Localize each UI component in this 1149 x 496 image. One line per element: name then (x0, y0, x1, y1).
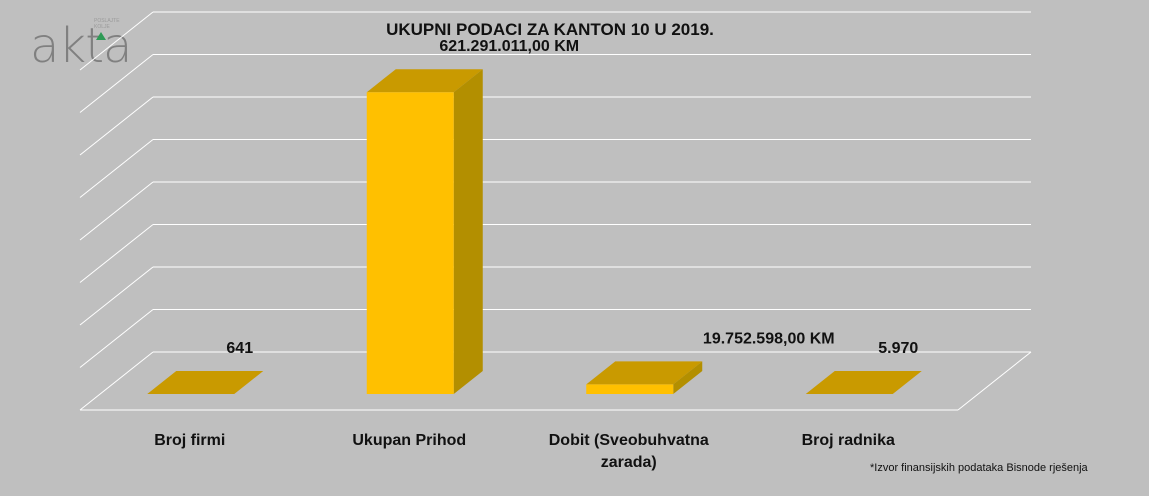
bar-front-face (586, 384, 674, 394)
gridline-side (79, 11, 154, 71)
gridline-side (79, 96, 154, 156)
logo-triangle-icon (96, 32, 106, 40)
logo-text: akta (30, 18, 132, 74)
chart-bars (147, 69, 922, 395)
bar-3 (586, 361, 703, 394)
category-label-4: Broj radnika (802, 432, 895, 449)
bar-top-face (805, 370, 922, 394)
data-label-3: 19.752.598,00 KM (703, 330, 835, 347)
data-label-2: 621.291.011,00 KM (439, 38, 579, 55)
gridline-side (79, 139, 154, 198)
data-label-4: 5.970 (878, 340, 918, 357)
chart-title: UKUPNI PODACI ZA KANTON 10 U 2019. (386, 20, 714, 39)
bar-front-face (366, 92, 454, 395)
chart-gridlines (79, 11, 1032, 411)
category-label-1: Broj firmi (154, 432, 225, 449)
bar-2 (366, 69, 483, 395)
logo-tagline: POSLAJTE KOLJE (94, 18, 120, 30)
bar-side-face (673, 361, 703, 394)
bar-4 (805, 370, 922, 394)
gridline-side (79, 54, 154, 113)
chart-labels: 641 Broj firmi 621.291.011,00 KM Ukupan Pri… (154, 38, 918, 471)
gridline-side (79, 181, 154, 241)
bar-side-face (453, 69, 483, 395)
category-label-3: Dobit (Sveobuhvatna zarada) (549, 432, 709, 471)
gridline-side (79, 309, 154, 368)
category-label-2: Ukupan Prihod (352, 432, 466, 449)
floor-right-edge (957, 351, 1032, 411)
bar-top-face (586, 361, 703, 385)
gridline-side (79, 351, 154, 411)
gridline-side (79, 224, 154, 283)
bar-1 (147, 370, 264, 394)
akta-logo: akta POSLAJTE KOLJE (30, 14, 132, 84)
bar-top-face (147, 370, 264, 394)
source-note: *Izvor finansijskih podataka Bisnode rje… (870, 462, 1088, 474)
bar-top-face (366, 69, 483, 93)
logo-tagline-2: KOLJE (94, 24, 110, 30)
logo-tagline-1: POSLAJTE (94, 18, 120, 24)
gridline-side (79, 266, 154, 326)
data-label-1: 641 (226, 340, 253, 357)
